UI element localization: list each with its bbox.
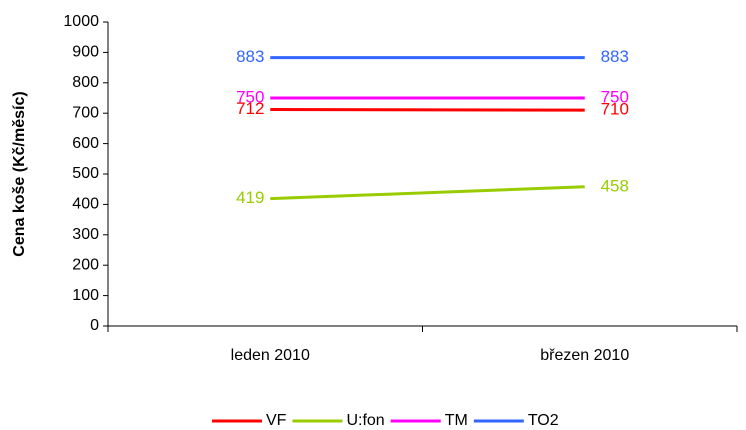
y-tick-label: 800	[72, 74, 99, 91]
y-tick-label: 1000	[63, 13, 99, 30]
data-label: 883	[236, 47, 264, 66]
y-tick-label: 400	[72, 196, 99, 213]
legend-label: VF	[266, 412, 287, 429]
data-label: 750	[601, 87, 629, 106]
data-label: 750	[236, 87, 264, 106]
legend-label: TO2	[528, 412, 559, 429]
series-line	[270, 185, 585, 201]
data-label: 710	[601, 100, 629, 119]
series-line	[270, 108, 585, 112]
x-tick-label: leden 2010	[231, 347, 310, 364]
legend-label: TM	[445, 412, 468, 429]
y-tick-label: 700	[72, 104, 99, 121]
y-axis-label: Cena koše (Kč/měsíc)	[11, 91, 28, 256]
y-tick-label: 500	[72, 165, 99, 182]
data-label: 458	[601, 176, 629, 195]
data-label: 419	[236, 188, 264, 207]
y-tick-label: 900	[72, 44, 99, 61]
y-tick-label: 0	[90, 317, 99, 334]
legend-label: U:fon	[346, 412, 384, 429]
y-tick-label: 200	[72, 256, 99, 273]
y-tick-label: 100	[72, 287, 99, 304]
y-tick-label: 600	[72, 135, 99, 152]
x-tick-label: březen 2010	[540, 347, 629, 364]
data-label: 712	[236, 99, 264, 118]
y-tick-label: 300	[72, 226, 99, 243]
data-label: 883	[601, 47, 629, 66]
